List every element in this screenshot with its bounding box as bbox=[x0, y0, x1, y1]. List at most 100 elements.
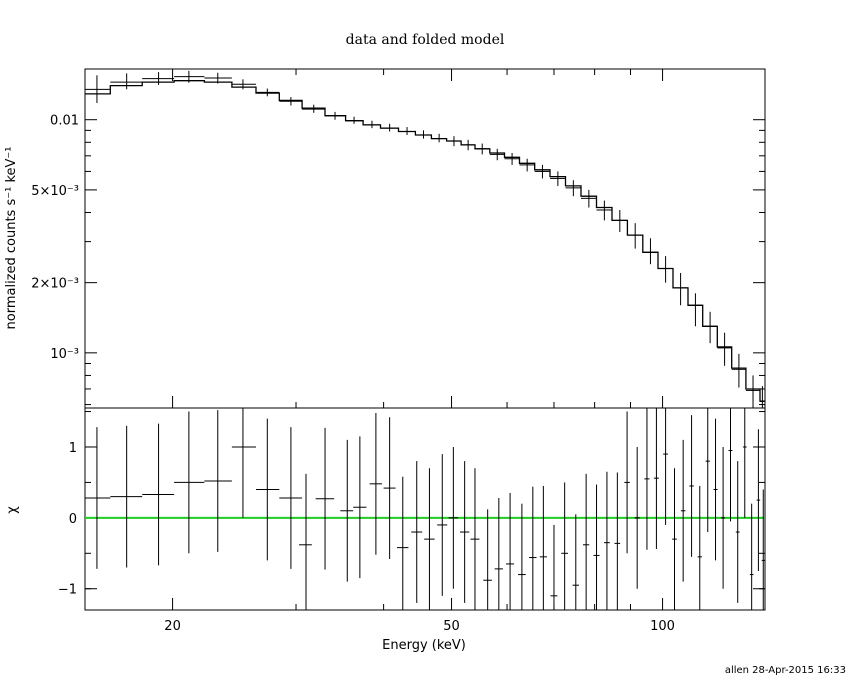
x-tick-label: 20 bbox=[164, 619, 181, 634]
residual-point bbox=[231, 408, 256, 518]
y-tick-label: 5×10⁻³ bbox=[31, 184, 79, 199]
y-tick-label: 2×10⁻³ bbox=[31, 277, 79, 292]
spectrum-y-ticks: 0.01 5×10⁻³ 2×10⁻³ 10⁻³ bbox=[31, 114, 765, 406]
residual-point bbox=[142, 423, 175, 566]
residual-point bbox=[494, 498, 503, 610]
data-point bbox=[142, 72, 175, 85]
residual-point bbox=[721, 446, 726, 589]
residual-point bbox=[411, 461, 423, 603]
residual-point bbox=[603, 471, 610, 610]
data-point bbox=[85, 75, 111, 103]
residual-point bbox=[279, 427, 303, 569]
residual-point bbox=[614, 472, 621, 610]
residual-point bbox=[705, 408, 710, 533]
residual-point bbox=[672, 468, 677, 610]
residual-point bbox=[742, 408, 747, 518]
data-point bbox=[759, 386, 765, 408]
spectrum-x-ticks bbox=[172, 69, 664, 408]
residual-point bbox=[624, 411, 630, 554]
data-point bbox=[534, 164, 551, 179]
data-point bbox=[231, 79, 256, 90]
chart-title: data and folded model bbox=[346, 32, 505, 48]
residual-point bbox=[663, 408, 668, 525]
data-point bbox=[687, 293, 703, 327]
residual-point bbox=[353, 436, 367, 579]
residual-point bbox=[582, 473, 590, 610]
residual-point bbox=[697, 485, 702, 610]
data-point bbox=[717, 332, 732, 366]
residual-point bbox=[174, 411, 205, 554]
x-axis-label: Energy (keV) bbox=[382, 638, 466, 653]
residual-point bbox=[593, 484, 600, 610]
data-point bbox=[657, 256, 674, 283]
spectrum-panel: 0.01 5×10⁻³ 2×10⁻³ 10⁻³ bbox=[31, 68, 766, 409]
data-point bbox=[446, 136, 462, 147]
residual-point bbox=[756, 429, 761, 572]
timestamp-stamp: allen 28-Apr-2015 16:33 bbox=[725, 665, 846, 676]
y-tick-label: 10⁻³ bbox=[50, 347, 79, 362]
data-point bbox=[519, 158, 535, 172]
residual-point bbox=[713, 418, 718, 561]
residual-point bbox=[369, 412, 383, 555]
residual-point bbox=[572, 514, 580, 610]
data-point bbox=[731, 353, 746, 388]
residual-point bbox=[644, 408, 650, 550]
residual-point bbox=[448, 446, 459, 589]
residual-point bbox=[749, 503, 754, 610]
residual-point bbox=[518, 503, 526, 610]
residual-point bbox=[383, 417, 396, 559]
residual-point bbox=[653, 408, 659, 550]
residual-x-ticks: 20 50 100 bbox=[164, 598, 675, 634]
residual-point bbox=[680, 439, 686, 582]
residual-point bbox=[728, 408, 733, 522]
residual-points bbox=[85, 408, 765, 610]
x-tick-label: 50 bbox=[443, 619, 460, 634]
residual-point bbox=[397, 476, 409, 610]
data-point bbox=[673, 273, 688, 306]
residual-frame bbox=[84, 407, 766, 611]
residual-point bbox=[561, 482, 569, 610]
data-point bbox=[110, 73, 143, 90]
residual-point bbox=[761, 489, 765, 610]
y-tick-label: 0 bbox=[69, 512, 77, 527]
residual-point bbox=[735, 461, 740, 603]
data-point bbox=[461, 139, 475, 151]
data-point bbox=[474, 143, 490, 155]
residual-point bbox=[483, 509, 492, 610]
x-tick-label: 100 bbox=[650, 619, 675, 634]
data-point bbox=[302, 104, 326, 113]
data-point bbox=[565, 180, 582, 197]
data-point bbox=[415, 130, 432, 139]
residual-y-ticks: 1 0 −1 bbox=[58, 411, 765, 598]
model-step-line bbox=[85, 80, 765, 402]
residual-point bbox=[299, 473, 312, 610]
data-point bbox=[642, 238, 658, 265]
data-point bbox=[489, 148, 505, 161]
residual-point bbox=[110, 425, 143, 568]
residual-panel: 1 0 −1 20 50 100 bbox=[58, 407, 766, 634]
data-point bbox=[431, 133, 447, 143]
data-point bbox=[398, 127, 416, 135]
y-axis-label-top: normalized counts s⁻¹ keV⁻¹ bbox=[4, 147, 19, 330]
data-point bbox=[363, 120, 381, 129]
data-point bbox=[581, 189, 597, 208]
data-point bbox=[380, 123, 399, 132]
data-point bbox=[745, 375, 760, 408]
model-histogram bbox=[85, 80, 765, 402]
y-tick-label: 1 bbox=[69, 441, 77, 456]
data-point bbox=[504, 152, 520, 165]
data-point bbox=[550, 171, 566, 186]
residual-point bbox=[255, 418, 280, 561]
data-point bbox=[279, 97, 303, 106]
residual-point bbox=[689, 415, 694, 557]
data-point bbox=[204, 72, 232, 84]
residual-point bbox=[539, 485, 547, 610]
residual-point bbox=[550, 524, 558, 610]
data-point bbox=[627, 223, 643, 249]
data-point bbox=[345, 116, 364, 124]
residual-point bbox=[470, 468, 480, 610]
data-point bbox=[325, 111, 346, 120]
residual-point bbox=[340, 439, 354, 582]
y-tick-label: 0.01 bbox=[50, 114, 79, 129]
